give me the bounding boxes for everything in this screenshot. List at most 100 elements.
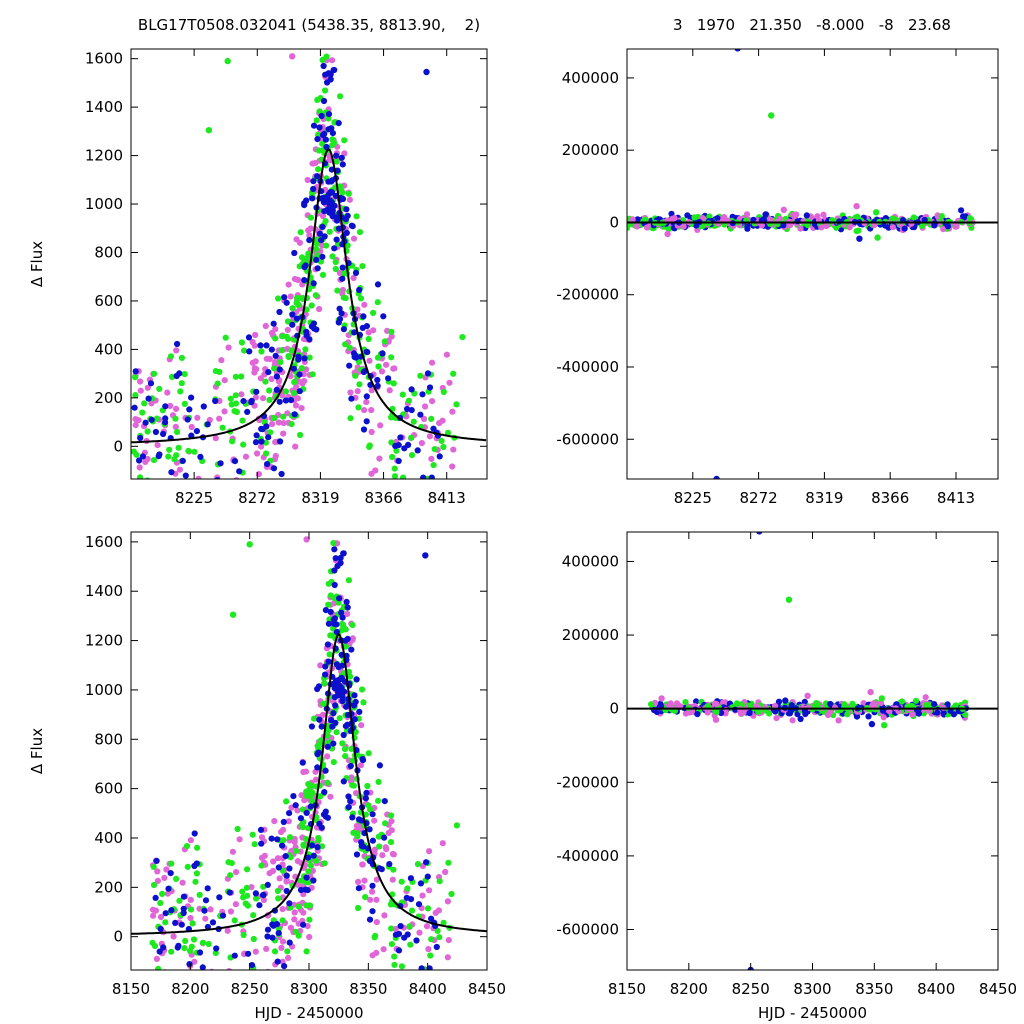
data-point-green [156, 385, 163, 392]
data-point-blue [336, 595, 343, 602]
data-point-green [253, 895, 260, 902]
outlier-point [881, 722, 888, 729]
y-tick-label: 1400 [85, 582, 123, 600]
data-point-green [365, 750, 372, 757]
x-tick-label: 8200 [171, 980, 209, 998]
data-point-blue [258, 425, 265, 432]
data-point-green [365, 335, 372, 343]
outlier-point [768, 112, 775, 119]
data-point-blue [331, 694, 338, 701]
data-point-green [305, 879, 312, 886]
residual-point-blue [718, 709, 725, 717]
data-point-magenta [367, 896, 374, 903]
data-point-green [302, 835, 310, 843]
data-point-magenta [269, 867, 277, 875]
residual-point-blue [915, 710, 923, 717]
data-point-green [387, 839, 395, 846]
data-point-green [150, 457, 158, 464]
data-point-green [189, 920, 196, 927]
data-point-green [295, 301, 302, 308]
data-point-green [405, 397, 412, 404]
data-point-blue [331, 546, 338, 553]
data-point-blue [209, 919, 217, 926]
data-point-blue [270, 320, 277, 327]
data-point-green [341, 270, 348, 277]
data-point-green [228, 401, 235, 408]
residual-point-blue [944, 701, 951, 708]
data-point-blue [331, 567, 338, 574]
data-point-blue [304, 887, 311, 894]
data-point-green [295, 903, 302, 910]
data-point-green [390, 866, 397, 873]
y-tick-label: 0 [609, 213, 619, 231]
data-point-magenta [284, 326, 291, 333]
data-point-blue [356, 708, 363, 716]
data-point-blue [347, 762, 354, 770]
data-point-green [159, 890, 166, 898]
data-point-blue [374, 376, 381, 384]
data-point-blue [301, 263, 308, 271]
data-point-green [286, 834, 294, 841]
residual-point-magenta [772, 702, 779, 710]
residual-point-green [910, 214, 917, 221]
data-point-blue [347, 798, 354, 805]
data-point-magenta [442, 868, 449, 876]
data-point-magenta [309, 160, 316, 167]
data-point-green [219, 424, 226, 431]
data-point-blue [392, 931, 399, 938]
outlier-point [756, 532, 763, 535]
data-point-magenta [236, 836, 243, 843]
data-point-blue [363, 323, 370, 330]
data-point-blue [316, 124, 323, 131]
data-point-green [177, 388, 184, 395]
data-point-magenta [446, 379, 453, 386]
data-point-blue [339, 264, 346, 271]
data-point-green [277, 359, 284, 366]
data-point-blue [303, 874, 310, 881]
data-point-magenta [152, 907, 159, 914]
data-point-green [333, 729, 340, 736]
data-point-blue [324, 814, 331, 821]
x-tick-label: 8200 [670, 980, 708, 998]
data-point-green [244, 866, 251, 873]
data-point-green [391, 961, 398, 969]
data-point-blue [212, 397, 219, 405]
data-point-blue [428, 474, 435, 479]
data-point-magenta [135, 417, 142, 424]
data-point-blue [132, 368, 139, 375]
data-point-magenta [252, 394, 259, 401]
data-point-green [330, 759, 337, 766]
residual-point-green [691, 214, 698, 221]
data-point-blue [216, 894, 223, 901]
data-point-blue [213, 945, 220, 952]
data-point-blue [424, 370, 432, 377]
data-point-green [314, 96, 321, 103]
residual-point-green [919, 222, 926, 230]
data-point-blue [430, 425, 437, 432]
residual-point-magenta [643, 224, 651, 231]
residual-point-magenta [860, 700, 867, 707]
data-point-magenta [194, 414, 201, 421]
data-point-magenta [187, 896, 194, 904]
data-point-magenta [378, 368, 386, 375]
y-tick-label: 1200 [85, 147, 123, 165]
data-point-magenta [172, 423, 179, 430]
data-point-blue [275, 930, 282, 937]
data-point-magenta [355, 878, 362, 886]
data-point-blue [179, 457, 186, 464]
data-point-blue [381, 834, 388, 841]
y-tick-label: 1000 [85, 681, 123, 699]
data-point-green [249, 831, 256, 838]
data-point-green [232, 392, 239, 399]
data-point-blue [333, 152, 340, 159]
data-point-blue [420, 474, 427, 479]
data-point-blue [336, 305, 343, 312]
y-tick-label: -200000 [556, 286, 619, 304]
data-point-blue [193, 428, 200, 435]
data-point-green [436, 934, 443, 941]
data-point-green [350, 829, 357, 836]
data-point-magenta [157, 913, 165, 921]
data-point-green [241, 347, 248, 354]
data-point-magenta [291, 916, 298, 923]
data-point-magenta [429, 398, 436, 405]
